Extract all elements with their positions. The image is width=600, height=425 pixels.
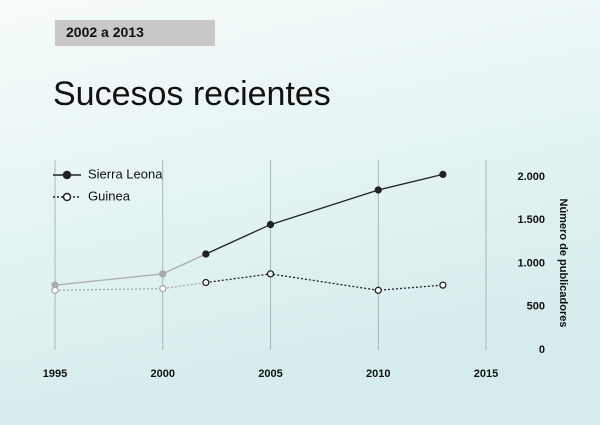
legend-label: Sierra Leona [88, 166, 163, 181]
series-line [205, 273, 443, 291]
point [374, 186, 382, 194]
point [439, 281, 447, 289]
badge: 2002 a 2013 [66, 24, 144, 40]
series-line [205, 173, 444, 255]
point [159, 284, 167, 293]
point [439, 170, 447, 179]
legend-label: Guinea [88, 188, 131, 203]
point [266, 220, 275, 229]
y-axis-label: Número de publicadores [557, 199, 569, 328]
x-tick-label: 2005 [258, 368, 282, 380]
badge-box [55, 20, 215, 46]
point [202, 278, 210, 287]
y-tick-label: 2.000 [517, 171, 545, 183]
y-tick-label: 1.000 [517, 257, 545, 269]
legend-marker [62, 192, 72, 202]
y-tick-label: 1.500 [517, 214, 545, 226]
point [159, 270, 167, 278]
legend-marker [62, 170, 72, 180]
point [374, 286, 382, 294]
context-line [54, 281, 206, 291]
point [51, 286, 59, 294]
y-tick-label: 500 [527, 301, 545, 313]
point [202, 250, 210, 258]
chart-title: Sucesos recientes [53, 75, 331, 113]
x-tick-label: 2010 [366, 368, 390, 380]
point [266, 270, 275, 278]
x-tick-label: 2000 [151, 368, 175, 380]
y-tick-label: 0 [539, 344, 545, 356]
x-tick-label: 2015 [474, 368, 498, 380]
x-tick-label: 1995 [43, 368, 67, 380]
